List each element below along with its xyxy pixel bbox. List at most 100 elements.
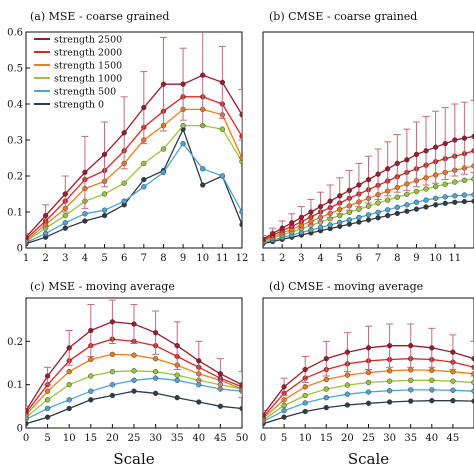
data-point	[461, 192, 468, 198]
data-point	[263, 412, 266, 418]
data-point	[88, 373, 94, 379]
data-point	[141, 160, 147, 167]
series-line	[26, 96, 242, 240]
data-point	[471, 192, 474, 198]
x-tick-label: 30	[149, 433, 162, 444]
data-point	[219, 126, 226, 132]
data-point	[365, 379, 372, 386]
series-line	[26, 390, 242, 425]
x-tick-label: 15	[320, 433, 333, 444]
data-point	[239, 112, 242, 118]
series	[263, 176, 474, 245]
y-tick-label: 0.2	[7, 337, 23, 348]
data-point	[452, 199, 458, 205]
data-point	[317, 203, 324, 210]
data-point	[141, 176, 147, 183]
x-tick-label: 7	[141, 253, 147, 264]
data-point	[365, 345, 372, 351]
series	[263, 398, 474, 427]
plot-area	[263, 323, 474, 427]
x-tick-label: 6	[356, 253, 362, 264]
data-point	[471, 388, 474, 394]
data-point	[323, 404, 329, 411]
data-point	[471, 198, 474, 204]
data-point	[385, 166, 391, 172]
data-point	[289, 220, 295, 226]
data-point	[121, 180, 127, 186]
series-line	[26, 353, 242, 416]
data-point	[471, 398, 474, 404]
data-point	[109, 351, 116, 357]
data-point	[442, 181, 448, 187]
series	[263, 148, 474, 243]
data-point	[344, 402, 351, 408]
data-point	[219, 173, 226, 179]
data-point	[452, 179, 458, 185]
data-point	[408, 387, 414, 393]
x-tick-label: 11	[448, 253, 461, 264]
x-tick-label: 9	[413, 253, 419, 264]
data-point	[217, 403, 224, 409]
data-point	[394, 194, 400, 200]
data-point	[432, 195, 439, 201]
x-tick-label: 1	[260, 253, 266, 264]
data-point	[82, 211, 88, 217]
data-point	[365, 389, 372, 395]
data-point	[442, 194, 448, 200]
x-tick-label: 2	[42, 253, 48, 264]
data-point	[302, 366, 308, 373]
x-tick-label: 15	[84, 433, 97, 444]
y-tick-label: 0	[17, 244, 23, 255]
data-point	[461, 135, 468, 141]
data-point	[26, 408, 29, 414]
data-point	[88, 356, 94, 363]
data-point	[461, 198, 468, 205]
data-point	[356, 182, 362, 188]
data-point	[394, 210, 400, 217]
data-point	[101, 207, 108, 213]
data-point	[346, 217, 352, 223]
series	[26, 299, 242, 416]
y-tick-label: 0.1	[7, 208, 23, 219]
data-point	[200, 182, 206, 188]
data-point	[429, 387, 435, 393]
data-point	[44, 414, 51, 420]
series	[26, 32, 242, 242]
data-point	[471, 176, 474, 182]
x-tick-label: 25	[362, 433, 375, 444]
data-point	[42, 212, 49, 219]
data-point	[471, 148, 474, 154]
data-point	[131, 352, 137, 358]
data-point	[152, 356, 159, 362]
data-point	[42, 230, 49, 237]
data-point	[239, 209, 242, 215]
data-point	[423, 197, 429, 203]
data-point	[196, 382, 202, 388]
data-point	[281, 408, 287, 414]
x-tick-label: 35	[404, 433, 417, 444]
data-point	[180, 81, 186, 87]
data-point	[239, 221, 242, 228]
data-point	[452, 137, 458, 143]
data-point	[344, 382, 351, 388]
data-point	[88, 327, 94, 334]
data-point	[109, 319, 116, 325]
data-point	[131, 321, 137, 327]
data-point	[279, 225, 285, 231]
data-point	[423, 148, 429, 154]
x-tick-label: 20	[106, 433, 119, 444]
data-point	[196, 358, 202, 364]
data-point	[432, 144, 439, 150]
data-point	[141, 184, 147, 190]
x-tick-label: 5	[101, 253, 107, 264]
data-point	[442, 140, 448, 147]
x-tick-label: 10	[429, 253, 442, 264]
x-tick-label: 9	[180, 253, 186, 264]
plot-area	[26, 32, 242, 247]
series	[26, 351, 242, 418]
series-line	[26, 338, 242, 414]
data-point	[66, 382, 72, 388]
data-point	[471, 379, 474, 386]
data-point	[432, 202, 439, 208]
